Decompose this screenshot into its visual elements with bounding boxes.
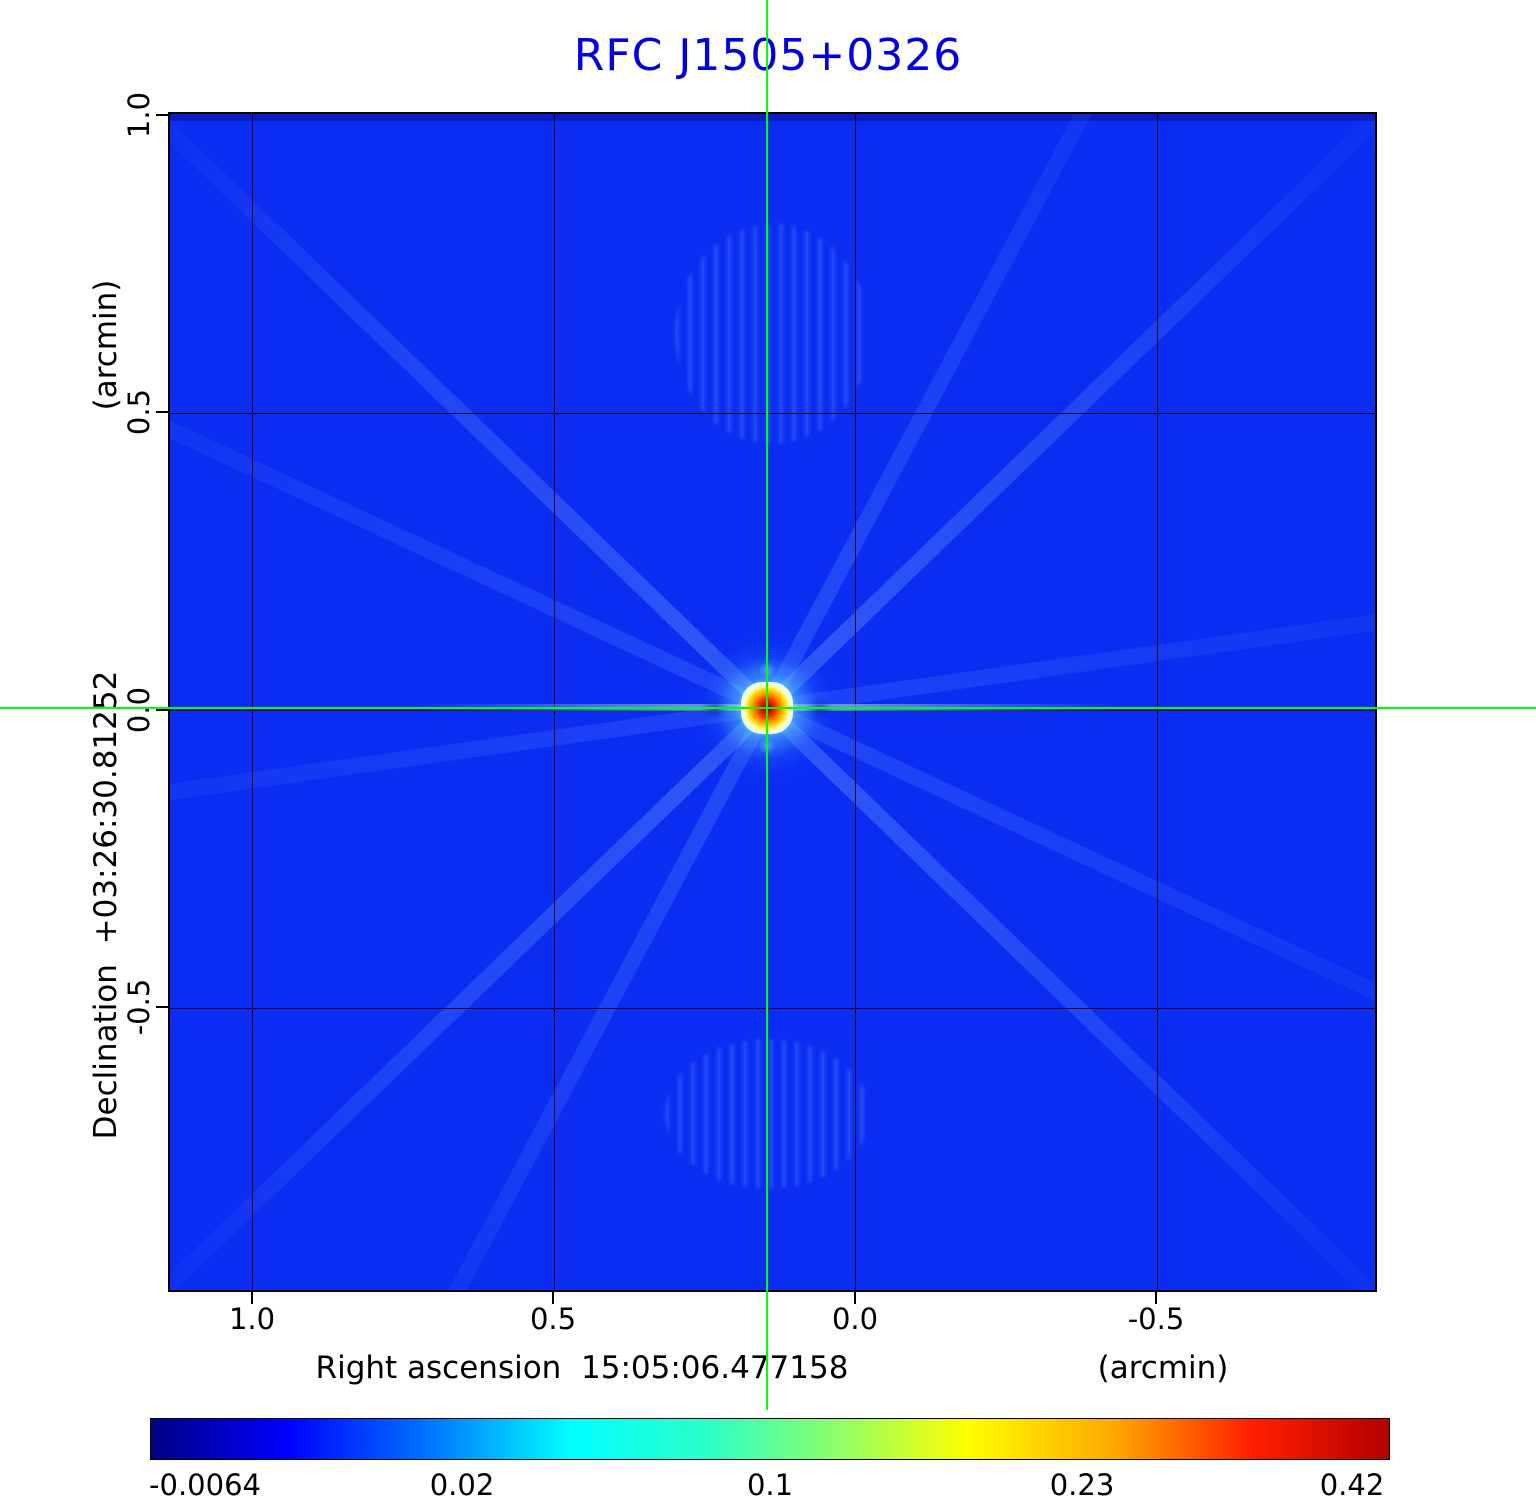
x-axis-title: Right ascension 15:05:06.477158 <box>315 1350 849 1386</box>
grid-line <box>170 1008 1375 1009</box>
y-axis-unit-label: (arcmin) <box>88 279 124 411</box>
grid-line <box>554 114 555 1290</box>
x-axis-tick-label: -0.5 <box>1127 1302 1185 1336</box>
grid-line <box>252 114 253 1290</box>
colorbar-tick-label: 0.42 <box>1319 1468 1385 1502</box>
grid-line <box>170 413 1375 414</box>
y-tick-mark <box>156 411 168 413</box>
x-tick-mark <box>552 1292 554 1304</box>
crosshair-vertical-line <box>766 0 768 1410</box>
y-axis-tick-label: 0.0 <box>122 686 156 734</box>
grid-line <box>1157 114 1158 1290</box>
x-tick-mark <box>251 1292 253 1304</box>
y-axis-tick-label: -0.5 <box>122 978 156 1036</box>
y-axis-title: Declination +03:26:30.81252 <box>88 670 124 1140</box>
y-axis-tick-label: 0.5 <box>122 388 156 436</box>
y-tick-mark <box>156 709 168 711</box>
crosshair-horizontal-line <box>0 707 1536 709</box>
y-tick-mark <box>156 114 168 116</box>
x-tick-mark <box>1155 1292 1157 1304</box>
x-axis-unit-label: (arcmin) <box>1097 1350 1229 1386</box>
image-plot <box>168 112 1377 1292</box>
x-tick-mark <box>854 1292 856 1304</box>
edge-artifact <box>170 114 1375 121</box>
grid-line <box>855 114 856 1290</box>
x-axis-tick-label: 0.5 <box>529 1302 577 1336</box>
y-axis-tick-label: 1.0 <box>122 91 156 139</box>
plot-title: RFC J1505+0326 <box>573 30 963 81</box>
y-tick-mark <box>156 1006 168 1008</box>
colorbar-tick-label: 0.1 <box>746 1468 794 1502</box>
x-axis-tick-label: 0.0 <box>831 1302 879 1336</box>
colorbar <box>150 1418 1390 1460</box>
colorbar-tick-label: 0.02 <box>429 1468 495 1502</box>
ripple-artifact <box>675 224 870 444</box>
colorbar-tick-label: 0.23 <box>1049 1468 1115 1502</box>
x-axis-tick-label: 1.0 <box>228 1302 276 1336</box>
colorbar-tick-label: -0.0064 <box>149 1468 261 1502</box>
